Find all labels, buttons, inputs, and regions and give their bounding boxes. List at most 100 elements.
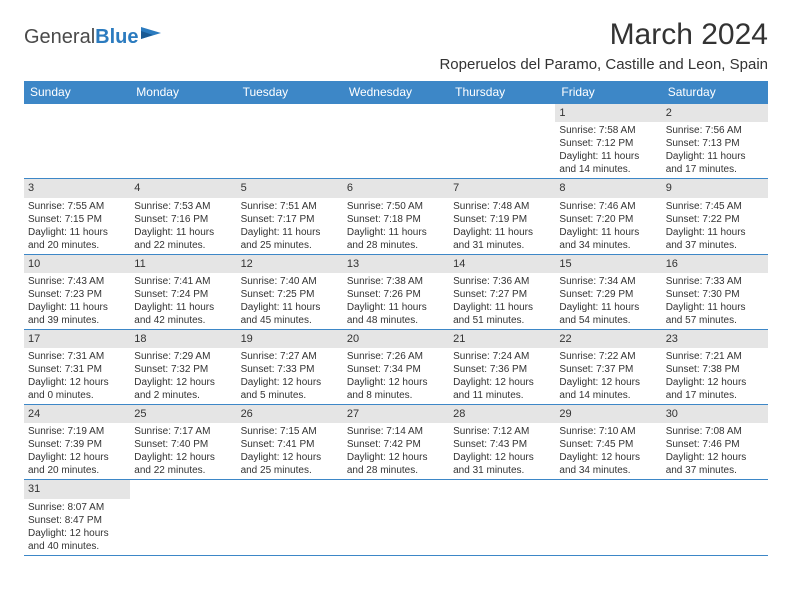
daylight-text: Daylight: 11 hours and 45 minutes. [241, 301, 339, 327]
day-info: Sunrise: 7:43 AMSunset: 7:23 PMDaylight:… [24, 273, 130, 329]
dayhead-wed: Wednesday [343, 81, 449, 104]
sunrise-text: Sunrise: 7:40 AM [241, 275, 339, 288]
daylight-text: Daylight: 11 hours and 54 minutes. [559, 301, 657, 327]
calendar-cell: 29Sunrise: 7:10 AMSunset: 7:45 PMDayligh… [555, 405, 661, 480]
calendar-cell: 28Sunrise: 7:12 AMSunset: 7:43 PMDayligh… [449, 405, 555, 480]
sunrise-text: Sunrise: 7:24 AM [453, 350, 551, 363]
calendar-cell: 17Sunrise: 7:31 AMSunset: 7:31 PMDayligh… [24, 329, 130, 404]
calendar-cell: 4Sunrise: 7:53 AMSunset: 7:16 PMDaylight… [130, 179, 236, 254]
sunrise-text: Sunrise: 7:51 AM [241, 200, 339, 213]
calendar-cell: 24Sunrise: 7:19 AMSunset: 7:39 PMDayligh… [24, 405, 130, 480]
sunrise-text: Sunrise: 7:27 AM [241, 350, 339, 363]
day-number: 25 [130, 405, 236, 423]
sunrise-text: Sunrise: 7:26 AM [347, 350, 445, 363]
day-info: Sunrise: 8:07 AMSunset: 8:47 PMDaylight:… [24, 499, 130, 555]
sunrise-text: Sunrise: 7:55 AM [28, 200, 126, 213]
calendar-cell: 11Sunrise: 7:41 AMSunset: 7:24 PMDayligh… [130, 254, 236, 329]
daylight-text: Daylight: 11 hours and 20 minutes. [28, 226, 126, 252]
sunrise-text: Sunrise: 7:45 AM [666, 200, 764, 213]
sunset-text: Sunset: 7:46 PM [666, 438, 764, 451]
day-info: Sunrise: 7:08 AMSunset: 7:46 PMDaylight:… [662, 423, 768, 479]
day-number: 21 [449, 330, 555, 348]
day-info [449, 484, 555, 488]
calendar-cell: 9Sunrise: 7:45 AMSunset: 7:22 PMDaylight… [662, 179, 768, 254]
daylight-text: Daylight: 12 hours and 31 minutes. [453, 451, 551, 477]
calendar-cell: 6Sunrise: 7:50 AMSunset: 7:18 PMDaylight… [343, 179, 449, 254]
day-info: Sunrise: 7:12 AMSunset: 7:43 PMDaylight:… [449, 423, 555, 479]
sunset-text: Sunset: 7:45 PM [559, 438, 657, 451]
calendar-cell [343, 104, 449, 179]
daylight-text: Daylight: 11 hours and 57 minutes. [666, 301, 764, 327]
daylight-text: Daylight: 11 hours and 17 minutes. [666, 150, 764, 176]
calendar-cell: 20Sunrise: 7:26 AMSunset: 7:34 PMDayligh… [343, 329, 449, 404]
day-info [24, 108, 130, 112]
sunset-text: Sunset: 7:43 PM [453, 438, 551, 451]
day-info: Sunrise: 7:33 AMSunset: 7:30 PMDaylight:… [662, 273, 768, 329]
sunset-text: Sunset: 7:32 PM [134, 363, 232, 376]
day-info: Sunrise: 7:56 AMSunset: 7:13 PMDaylight:… [662, 122, 768, 178]
sunrise-text: Sunrise: 7:46 AM [559, 200, 657, 213]
day-info [237, 108, 343, 112]
daylight-text: Daylight: 11 hours and 28 minutes. [347, 226, 445, 252]
sunset-text: Sunset: 7:15 PM [28, 213, 126, 226]
day-info: Sunrise: 7:27 AMSunset: 7:33 PMDaylight:… [237, 348, 343, 404]
calendar-cell [237, 480, 343, 555]
day-number: 11 [130, 255, 236, 273]
daylight-text: Daylight: 12 hours and 40 minutes. [28, 527, 126, 553]
calendar-cell [662, 480, 768, 555]
daylight-text: Daylight: 11 hours and 39 minutes. [28, 301, 126, 327]
flag-icon [141, 26, 163, 49]
sunrise-text: Sunrise: 7:58 AM [559, 124, 657, 137]
calendar-cell: 10Sunrise: 7:43 AMSunset: 7:23 PMDayligh… [24, 254, 130, 329]
day-info: Sunrise: 7:53 AMSunset: 7:16 PMDaylight:… [130, 198, 236, 254]
sunset-text: Sunset: 7:20 PM [559, 213, 657, 226]
day-number: 20 [343, 330, 449, 348]
sunrise-text: Sunrise: 7:31 AM [28, 350, 126, 363]
daylight-text: Daylight: 12 hours and 5 minutes. [241, 376, 339, 402]
day-number: 23 [662, 330, 768, 348]
day-number: 28 [449, 405, 555, 423]
daylight-text: Daylight: 11 hours and 22 minutes. [134, 226, 232, 252]
sunset-text: Sunset: 7:16 PM [134, 213, 232, 226]
day-number: 13 [343, 255, 449, 273]
day-info: Sunrise: 7:46 AMSunset: 7:20 PMDaylight:… [555, 198, 661, 254]
daylight-text: Daylight: 12 hours and 28 minutes. [347, 451, 445, 477]
sunset-text: Sunset: 7:33 PM [241, 363, 339, 376]
dayhead-sun: Sunday [24, 81, 130, 104]
day-number: 26 [237, 405, 343, 423]
dayhead-sat: Saturday [662, 81, 768, 104]
day-number: 27 [343, 405, 449, 423]
calendar-cell: 22Sunrise: 7:22 AMSunset: 7:37 PMDayligh… [555, 329, 661, 404]
calendar-head: Sunday Monday Tuesday Wednesday Thursday… [24, 81, 768, 104]
daylight-text: Daylight: 11 hours and 31 minutes. [453, 226, 551, 252]
daylight-text: Daylight: 11 hours and 14 minutes. [559, 150, 657, 176]
sunrise-text: Sunrise: 7:19 AM [28, 425, 126, 438]
sunrise-text: Sunrise: 7:56 AM [666, 124, 764, 137]
calendar-cell: 27Sunrise: 7:14 AMSunset: 7:42 PMDayligh… [343, 405, 449, 480]
calendar-cell: 18Sunrise: 7:29 AMSunset: 7:32 PMDayligh… [130, 329, 236, 404]
day-number: 19 [237, 330, 343, 348]
calendar-cell: 16Sunrise: 7:33 AMSunset: 7:30 PMDayligh… [662, 254, 768, 329]
day-number: 2 [662, 104, 768, 122]
sunrise-text: Sunrise: 8:07 AM [28, 501, 126, 514]
day-info: Sunrise: 7:15 AMSunset: 7:41 PMDaylight:… [237, 423, 343, 479]
daylight-text: Daylight: 12 hours and 17 minutes. [666, 376, 764, 402]
calendar-row: 3Sunrise: 7:55 AMSunset: 7:15 PMDaylight… [24, 179, 768, 254]
calendar-cell [449, 104, 555, 179]
day-number: 1 [555, 104, 661, 122]
day-number: 22 [555, 330, 661, 348]
day-number: 18 [130, 330, 236, 348]
daylight-text: Daylight: 12 hours and 0 minutes. [28, 376, 126, 402]
day-info: Sunrise: 7:21 AMSunset: 7:38 PMDaylight:… [662, 348, 768, 404]
calendar-cell: 2Sunrise: 7:56 AMSunset: 7:13 PMDaylight… [662, 104, 768, 179]
logo-text-1: General [24, 26, 95, 49]
day-info: Sunrise: 7:55 AMSunset: 7:15 PMDaylight:… [24, 198, 130, 254]
sunset-text: Sunset: 7:19 PM [453, 213, 551, 226]
daylight-text: Daylight: 11 hours and 34 minutes. [559, 226, 657, 252]
calendar-cell [449, 480, 555, 555]
day-number: 4 [130, 179, 236, 197]
day-number: 30 [662, 405, 768, 423]
header: GeneralBlue March 2024 Roperuelos del Pa… [24, 18, 768, 73]
day-number: 31 [24, 480, 130, 498]
day-info: Sunrise: 7:19 AMSunset: 7:39 PMDaylight:… [24, 423, 130, 479]
